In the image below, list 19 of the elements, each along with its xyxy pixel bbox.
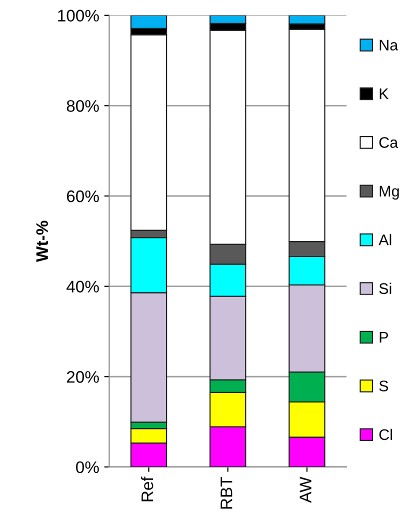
y-tick-label: 0% bbox=[76, 461, 99, 474]
legend-label: Cl bbox=[379, 428, 392, 440]
y-tick-label: 40% bbox=[66, 280, 99, 293]
x-tick-label: RBT bbox=[220, 477, 232, 509]
x-tick-label: Ref bbox=[141, 476, 154, 502]
legend-label: Si bbox=[379, 282, 392, 294]
legend-label: S bbox=[379, 380, 388, 392]
y-tick-label: 60% bbox=[66, 190, 99, 202]
y-tick-label: 80% bbox=[66, 100, 99, 112]
legend-label: Na bbox=[380, 40, 398, 50]
legend-label: K bbox=[380, 88, 389, 100]
legend-label: P bbox=[380, 332, 388, 343]
legend-label: Al bbox=[378, 234, 392, 246]
y-tick-label: 20% bbox=[66, 371, 99, 383]
y-axis-title: Wt-% bbox=[36, 220, 48, 262]
legend-label: Mg bbox=[380, 186, 399, 200]
y-tick-label: 100% bbox=[58, 10, 99, 22]
legend-label: Ca bbox=[379, 137, 398, 148]
x-tick-label: AW bbox=[300, 476, 312, 503]
